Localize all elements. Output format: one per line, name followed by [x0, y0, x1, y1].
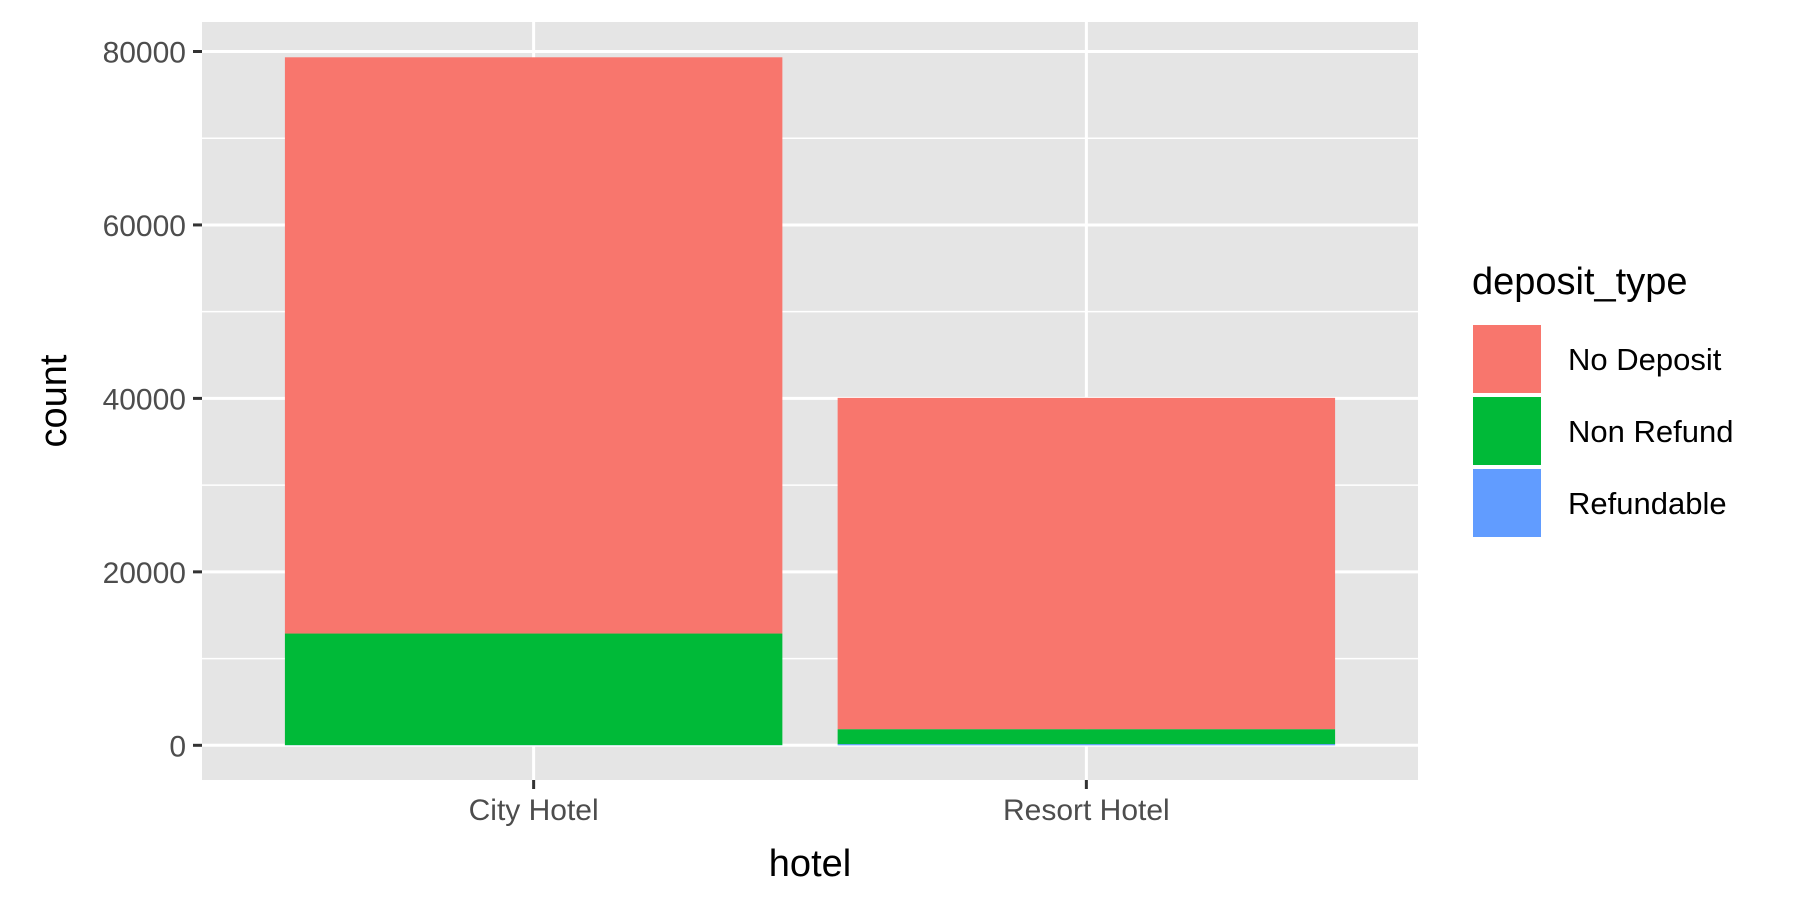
y-tick-label: 60000: [103, 210, 186, 243]
legend: deposit_type No Deposit Non Refund Refunda…: [1471, 261, 1733, 539]
legend-label: No Deposit: [1568, 342, 1722, 377]
y-axis-title: count: [33, 354, 75, 447]
bar-no-deposit-city-hotel: [284, 57, 783, 634]
legend-key-no-deposit: [1471, 323, 1543, 395]
x-tick-label: Resort Hotel: [1003, 794, 1170, 827]
bar-refundable-resort-hotel: [837, 744, 1336, 746]
x-axis: City Hotel Resort Hotel: [469, 780, 1170, 827]
bar-no-deposit-resort-hotel: [837, 397, 1336, 730]
x-axis-title: hotel: [769, 843, 851, 885]
legend-label: Refundable: [1568, 486, 1727, 521]
y-axis: 0 20000 40000 60000 80000: [103, 36, 202, 763]
bars: [284, 57, 1336, 746]
legend-key-non-refund: [1471, 395, 1543, 467]
legend-label: Non Refund: [1568, 414, 1733, 449]
y-tick-label: 20000: [103, 557, 186, 590]
bar-non-refund-resort-hotel: [837, 729, 1336, 745]
legend-key-refundable: [1471, 467, 1543, 539]
legend-title: deposit_type: [1472, 261, 1688, 303]
y-tick-label: 40000: [103, 383, 186, 416]
y-tick-label: 80000: [103, 36, 186, 69]
y-tick-label: 0: [169, 730, 186, 763]
bar-non-refund-city-hotel: [284, 633, 783, 746]
x-tick-label: City Hotel: [469, 794, 599, 827]
